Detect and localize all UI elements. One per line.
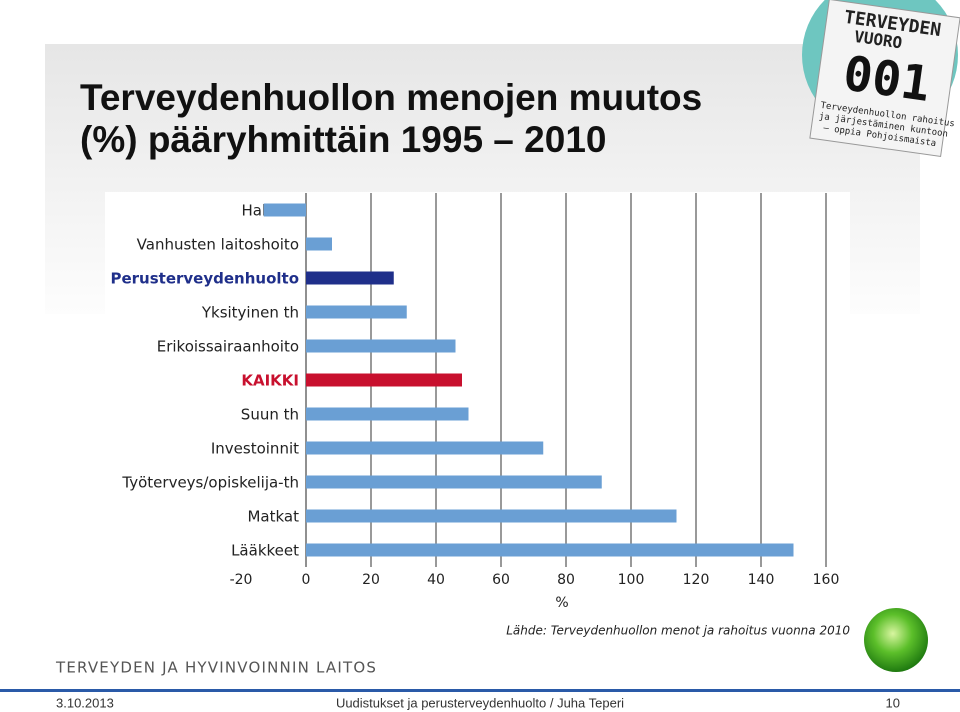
x-tick-label: 140: [748, 572, 775, 588]
y-tick-label: Lääkkeet: [231, 542, 299, 560]
organization: TERVEYDEN JA HYVINVOINNIN LAITOS: [55, 659, 377, 677]
y-tick-label: KAIKKI: [241, 372, 299, 390]
y-tick-label: Yksityinen th: [201, 304, 299, 322]
logo-ball: [864, 608, 928, 672]
footer-date: 3.10.2013: [56, 695, 114, 710]
bar: [306, 237, 332, 251]
x-tick-label: 80: [557, 572, 575, 588]
chart-area: [105, 192, 850, 612]
y-tick-label: Työterveys/opiskelija-th: [121, 474, 299, 492]
bar: [306, 509, 677, 523]
y-tick-label: Matkat: [247, 508, 299, 526]
bar: [306, 407, 469, 421]
bar: [306, 373, 462, 387]
bar: [306, 441, 544, 455]
bar: [306, 271, 394, 285]
plot: -20020406080100120140160HallintoVanhuste…: [110, 193, 839, 588]
logo-number: 001: [840, 45, 934, 113]
bar: [306, 305, 407, 319]
bar: [263, 203, 306, 217]
footer-line: [0, 689, 960, 692]
bar: [306, 339, 456, 353]
footer-page: 10: [886, 695, 900, 710]
x-tick-label: 60: [492, 572, 510, 588]
x-tick-label: -20: [230, 572, 253, 588]
x-tick-label: 20: [362, 572, 380, 588]
footer-text: Uudistukset ja perusterveydenhuolto / Ju…: [336, 695, 624, 710]
y-tick-label: Suun th: [241, 406, 299, 424]
y-tick-label: Vanhusten laitoshoito: [137, 236, 299, 254]
y-tick-label: Investoinnit: [211, 440, 299, 458]
x-tick-label: 160: [813, 572, 840, 588]
x-axis-label: %: [555, 595, 568, 611]
y-tick-label: Erikoissairaanhoito: [157, 338, 299, 356]
logo-card: [809, 0, 960, 157]
source: Lähde: Terveydenhuollon menot ja rahoitu…: [506, 624, 850, 638]
x-tick-label: 120: [683, 572, 710, 588]
bar: [306, 543, 794, 557]
logo: TERVEYDEN VUORO 001 Terveydenhuollon rah…: [802, 0, 960, 157]
y-tick-label: Perusterveydenhuolto: [110, 270, 299, 288]
x-tick-label: 100: [618, 572, 645, 588]
chart-title: Terveydenhuollon menojen muutos (%) pääry…: [80, 77, 702, 160]
bar: [306, 475, 602, 489]
x-tick-label: 0: [302, 572, 311, 588]
x-tick-label: 40: [427, 572, 445, 588]
